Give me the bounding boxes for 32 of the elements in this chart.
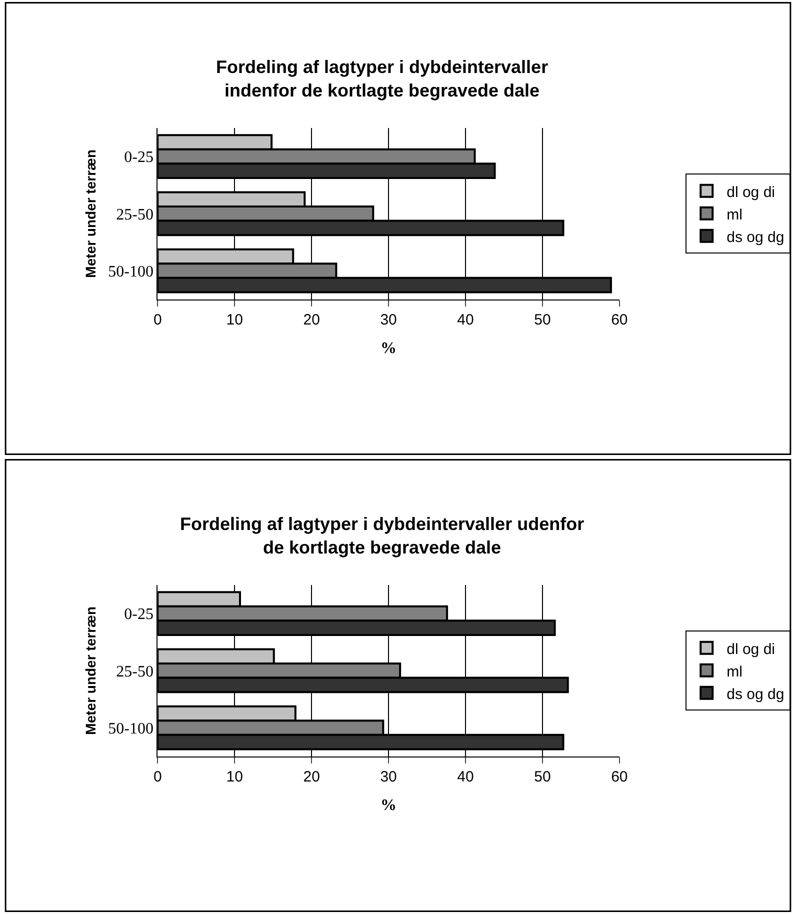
x-tick-label: 10	[226, 311, 243, 328]
x-tick-label: 0	[153, 768, 162, 786]
x-tick-label: 30	[380, 768, 397, 786]
x-tick-label: 60	[611, 768, 628, 786]
x-tick-label: 40	[457, 311, 474, 328]
x-tick-label: 50	[534, 311, 551, 328]
x-tick-label: 0	[153, 311, 162, 328]
x-tick-label: 20	[303, 311, 320, 328]
x-tick-label: 40	[457, 768, 474, 786]
legend-label: dl og di	[726, 184, 775, 201]
legend-label: ml	[726, 206, 742, 224]
y-tick-label: 50-100	[108, 720, 154, 738]
legend-label: ds og dg	[726, 686, 784, 703]
x-tick-label: 10	[226, 768, 243, 786]
y-tick-label: 0-25	[124, 149, 154, 166]
y-axis-title: Meter under terræn	[82, 149, 99, 278]
x-tick-label: 60	[611, 311, 628, 328]
x-tick-label: 20	[303, 768, 320, 786]
y-tick-label: 25-50	[116, 663, 154, 680]
x-tick-label: 30	[380, 311, 397, 328]
y-tick-label: 50-100	[108, 263, 154, 280]
chart-title: Fordeling af lagtyper i dybdeintervaller udenfor de kortlagte begravede dale	[180, 514, 584, 558]
x-axis-title: %	[380, 797, 397, 814]
legend-label: ds og dg	[726, 228, 784, 246]
x-tick-label: 50	[534, 768, 551, 786]
y-tick-label: 0-25	[124, 606, 154, 624]
y-tick-label: 25-50	[116, 206, 154, 224]
legend-label: ml	[726, 663, 742, 680]
legend-label: dl og di	[726, 640, 775, 658]
y-axis-title: Meter under terræn	[82, 606, 99, 735]
x-axis-title: %	[380, 340, 397, 358]
chart-title: Fordeling af lagtyper i dybdeintervaller indenfor de kortlagte begravede dale	[216, 57, 548, 100]
